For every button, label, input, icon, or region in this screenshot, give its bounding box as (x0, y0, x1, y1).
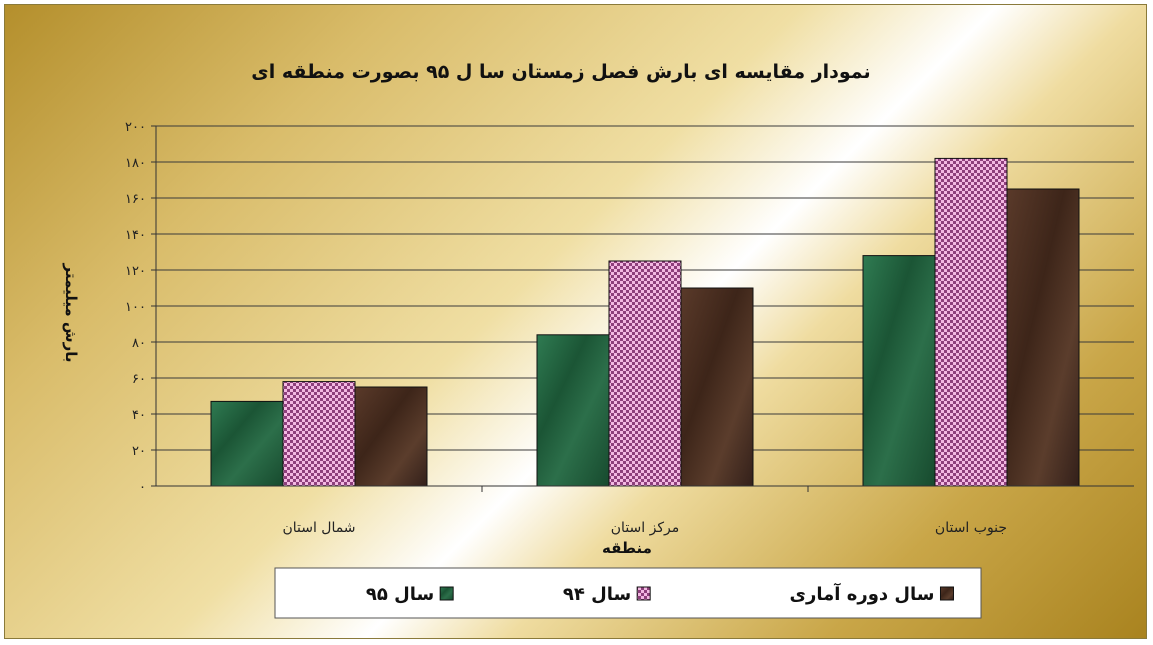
bar (282, 381, 356, 487)
y-tick-label: ۴۰ (132, 408, 146, 423)
y-tick-label: ۲۰ (132, 444, 146, 459)
legend-label: سال دوره آماری (790, 582, 935, 605)
bar (536, 334, 610, 487)
legend-swatch (439, 586, 454, 601)
x-axis-categories: شمال استان مرکز استان جنوب استان (282, 486, 1007, 536)
y-tick-label: ۱۲۰ (125, 264, 146, 279)
y-tick-label: ۱۸۰ (125, 156, 146, 171)
bar (862, 255, 936, 487)
bar (680, 287, 754, 487)
y-tick-label: ۱۶۰ (125, 192, 146, 207)
bar (608, 260, 682, 487)
chart-title: نمودار مقایسه ای بارش فصل زمستان سا ل ۹۵… (251, 61, 870, 83)
chart-frame: نمودار مقایسه ای بارش فصل زمستان سا ل ۹۵… (4, 4, 1147, 639)
bar (210, 400, 284, 487)
legend-label: سال ۹۴ (563, 584, 631, 605)
y-tick-label: ۱۴۰ (125, 228, 146, 243)
legend-box (274, 567, 982, 619)
x-category-label: مرکز استان (611, 520, 679, 536)
bar (1006, 188, 1080, 487)
legend-swatch (939, 586, 954, 601)
y-axis-ticks: ۰ ۲۰ ۴۰ ۶۰ ۸۰ ۱۰۰ ۱۲۰ ۱۴۰ ۱۶۰ ۱۸۰ ۲۰۰ (125, 120, 156, 495)
y-axis-title: بارش میلیمتر (62, 263, 80, 363)
chart-svg: نمودار مقایسه ای بارش فصل زمستان سا ل ۹۵… (62, 61, 1134, 619)
y-tick-label: ۰ (139, 480, 146, 495)
x-axis-title: منطقه (602, 539, 652, 557)
legend: سال ۹۵ سال ۹۴ سال دوره آماری (274, 567, 982, 619)
bars (210, 157, 1080, 487)
x-category-label: شمال استان (282, 520, 355, 536)
bar (354, 386, 428, 487)
bar (934, 157, 1008, 487)
y-tick-label: ۸۰ (132, 336, 146, 351)
x-category-label: جنوب استان (935, 520, 1007, 536)
y-tick-label: ۱۰۰ (125, 300, 146, 315)
y-tick-label: ۲۰۰ (125, 120, 146, 135)
legend-label: سال ۹۵ (366, 584, 434, 605)
y-tick-label: ۶۰ (132, 372, 146, 387)
legend-swatch (636, 586, 651, 601)
